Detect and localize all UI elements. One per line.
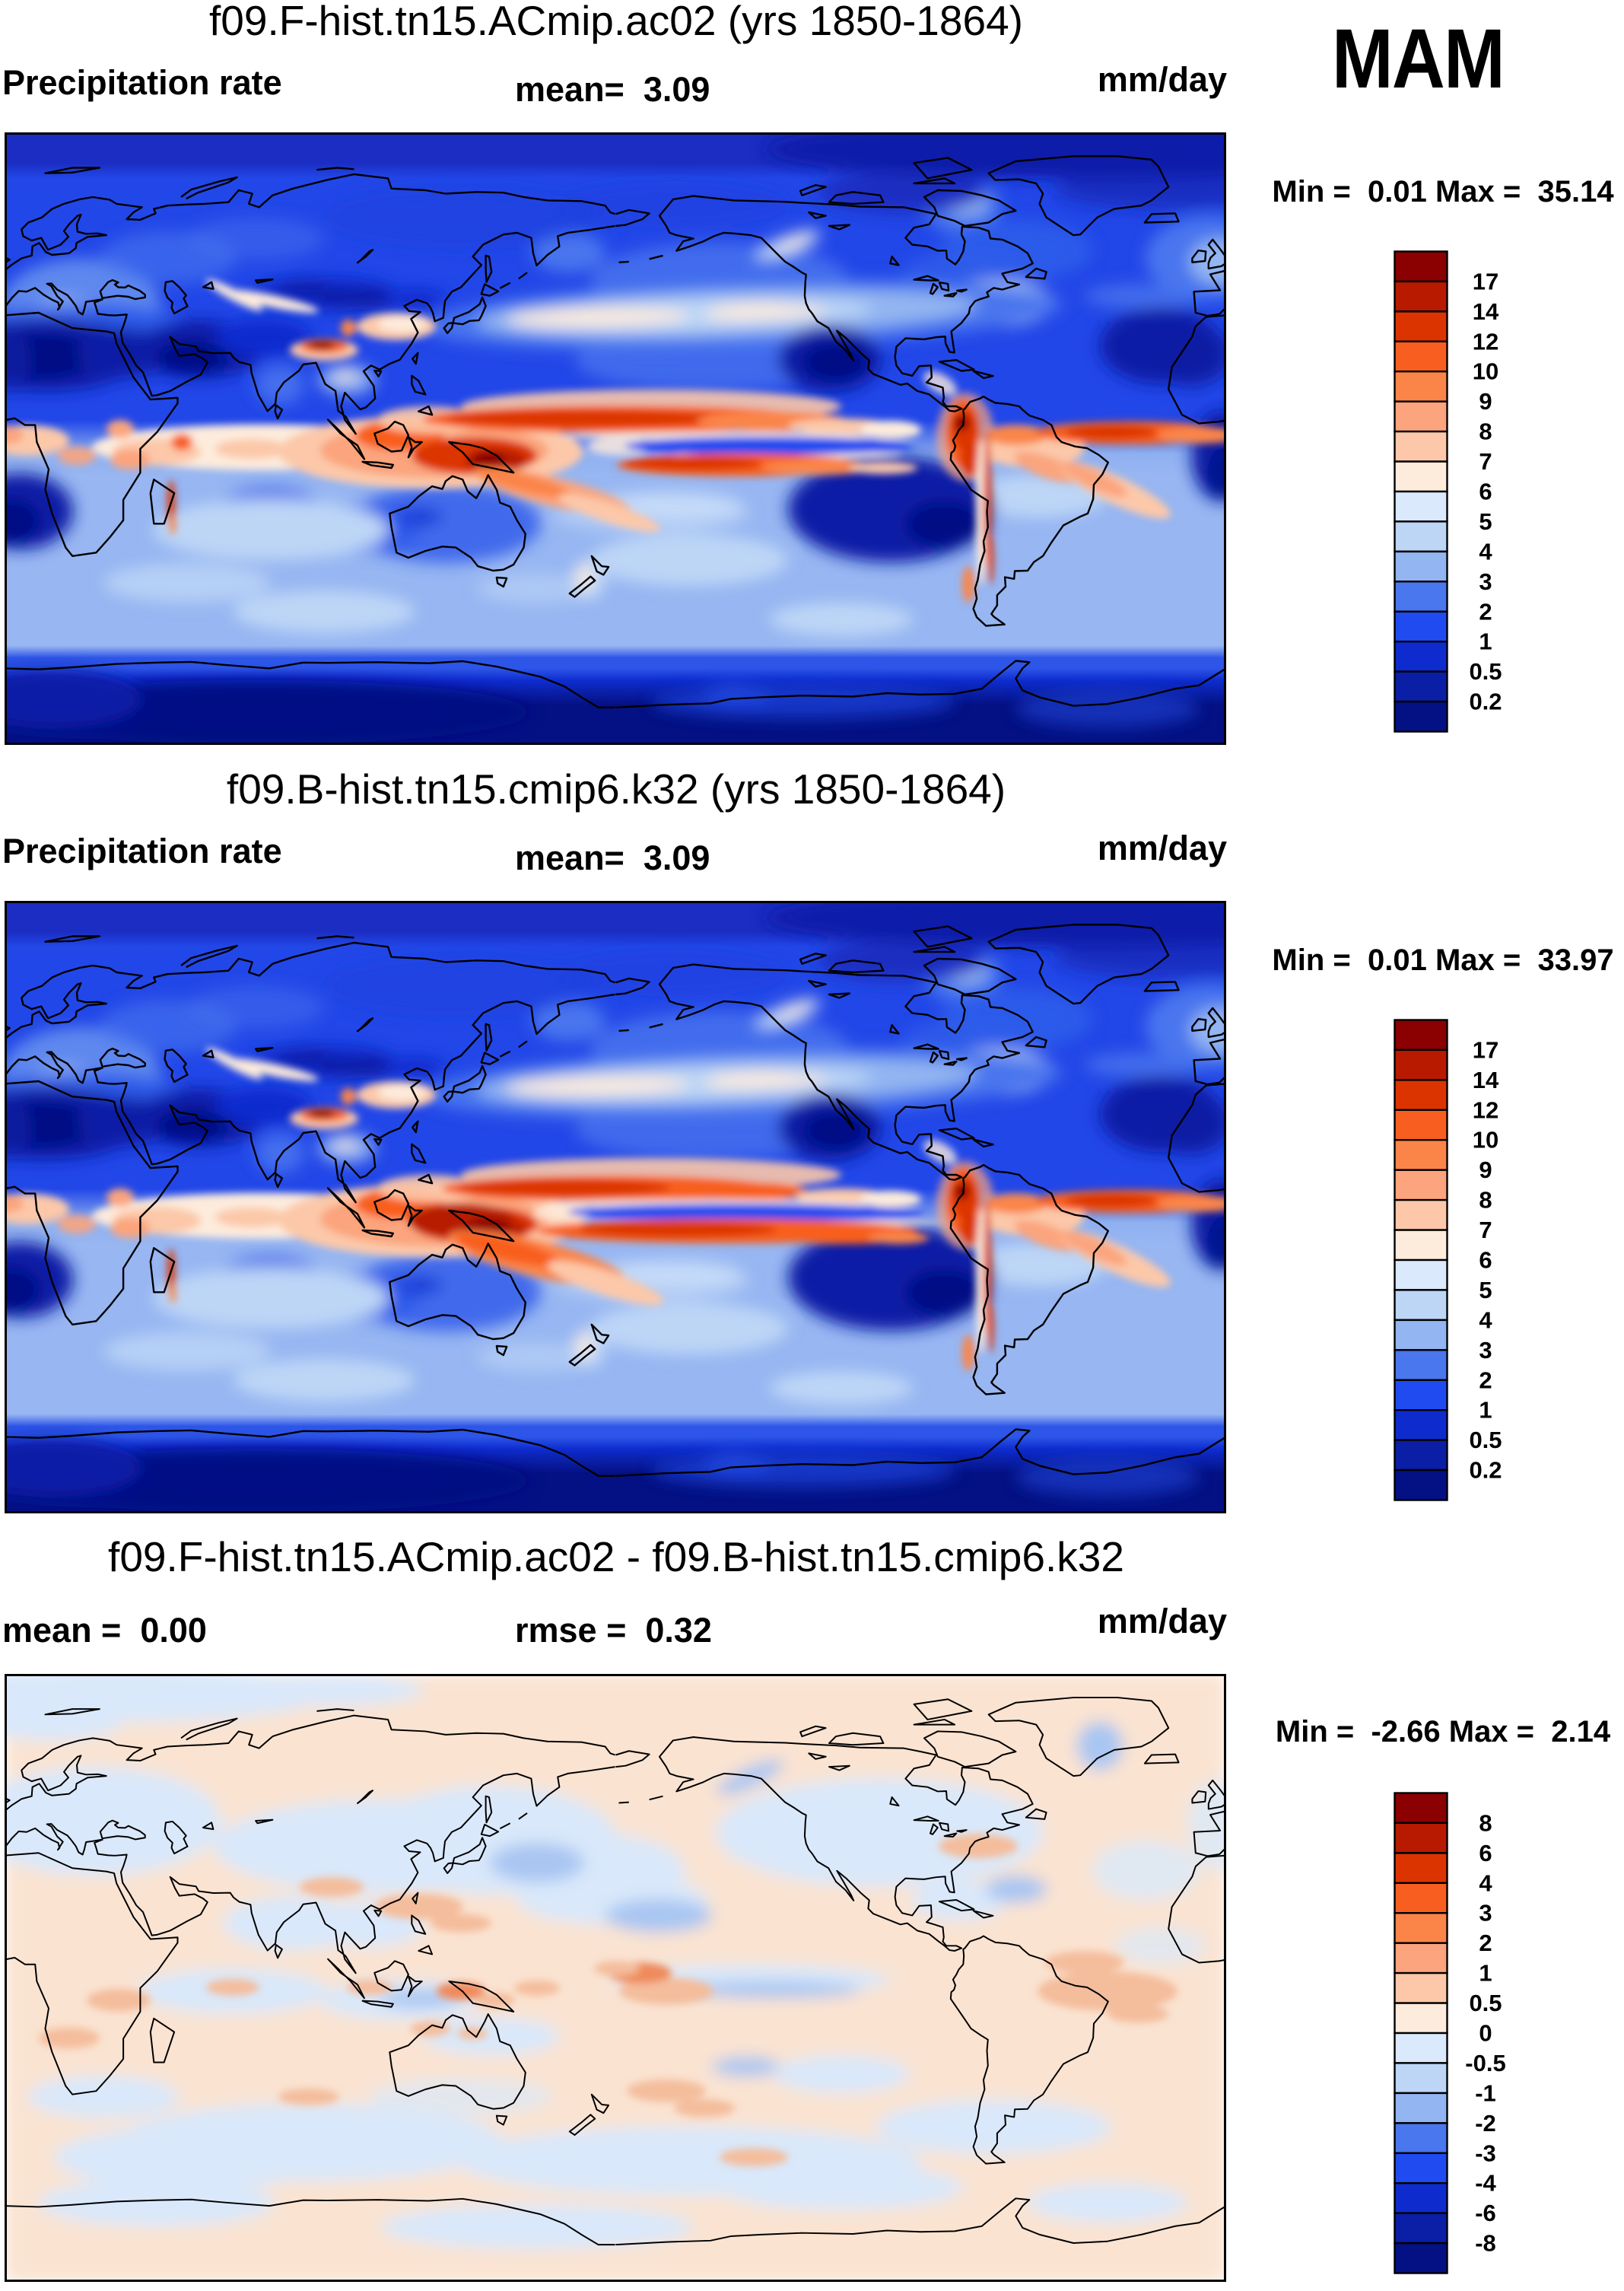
svg-text:7: 7: [1479, 448, 1492, 475]
svg-text:8: 8: [1479, 1187, 1492, 1214]
svg-text:-1: -1: [1475, 2079, 1496, 2106]
svg-text:8: 8: [1479, 418, 1492, 445]
svg-text:2: 2: [1479, 598, 1492, 625]
svg-text:-3: -3: [1475, 2140, 1496, 2166]
svg-text:12: 12: [1473, 1096, 1498, 1123]
svg-text:9: 9: [1479, 1157, 1492, 1183]
svg-text:0.5: 0.5: [1469, 1990, 1502, 2016]
svg-text:-4: -4: [1475, 2170, 1496, 2197]
svg-text:1: 1: [1479, 1960, 1492, 1987]
svg-text:10: 10: [1473, 358, 1498, 385]
svg-text:4: 4: [1479, 1306, 1492, 1333]
svg-text:0.2: 0.2: [1469, 1457, 1502, 1484]
svg-text:5: 5: [1479, 508, 1492, 535]
svg-text:-0.5: -0.5: [1465, 2050, 1505, 2076]
svg-text:0.2: 0.2: [1469, 689, 1502, 715]
svg-text:0.5: 0.5: [1469, 658, 1502, 685]
svg-text:14: 14: [1473, 298, 1499, 325]
svg-text:8: 8: [1479, 1809, 1492, 1836]
svg-text:0.5: 0.5: [1469, 1427, 1502, 1453]
svg-text:12: 12: [1473, 328, 1498, 355]
svg-text:1: 1: [1479, 1397, 1492, 1424]
svg-text:4: 4: [1479, 538, 1492, 565]
svg-text:5: 5: [1479, 1277, 1492, 1303]
svg-text:4: 4: [1479, 1869, 1492, 1896]
svg-text:2: 2: [1479, 1367, 1492, 1393]
svg-text:3: 3: [1479, 568, 1492, 595]
svg-text:9: 9: [1479, 388, 1492, 415]
svg-text:14: 14: [1473, 1067, 1499, 1093]
svg-text:-8: -8: [1475, 2230, 1496, 2257]
svg-text:0: 0: [1479, 2020, 1492, 2047]
svg-text:3: 3: [1479, 1900, 1492, 1927]
svg-text:-6: -6: [1475, 2200, 1496, 2226]
svg-text:3: 3: [1479, 1337, 1492, 1363]
svg-text:10: 10: [1473, 1127, 1498, 1153]
svg-text:-2: -2: [1475, 2110, 1496, 2137]
svg-text:6: 6: [1479, 1247, 1492, 1274]
svg-text:7: 7: [1479, 1217, 1492, 1243]
svg-text:17: 17: [1473, 1036, 1498, 1063]
svg-text:2: 2: [1479, 1930, 1492, 1956]
svg-text:6: 6: [1479, 479, 1492, 505]
svg-text:6: 6: [1479, 1840, 1492, 1866]
svg-text:1: 1: [1479, 628, 1492, 655]
svg-text:17: 17: [1473, 268, 1498, 294]
